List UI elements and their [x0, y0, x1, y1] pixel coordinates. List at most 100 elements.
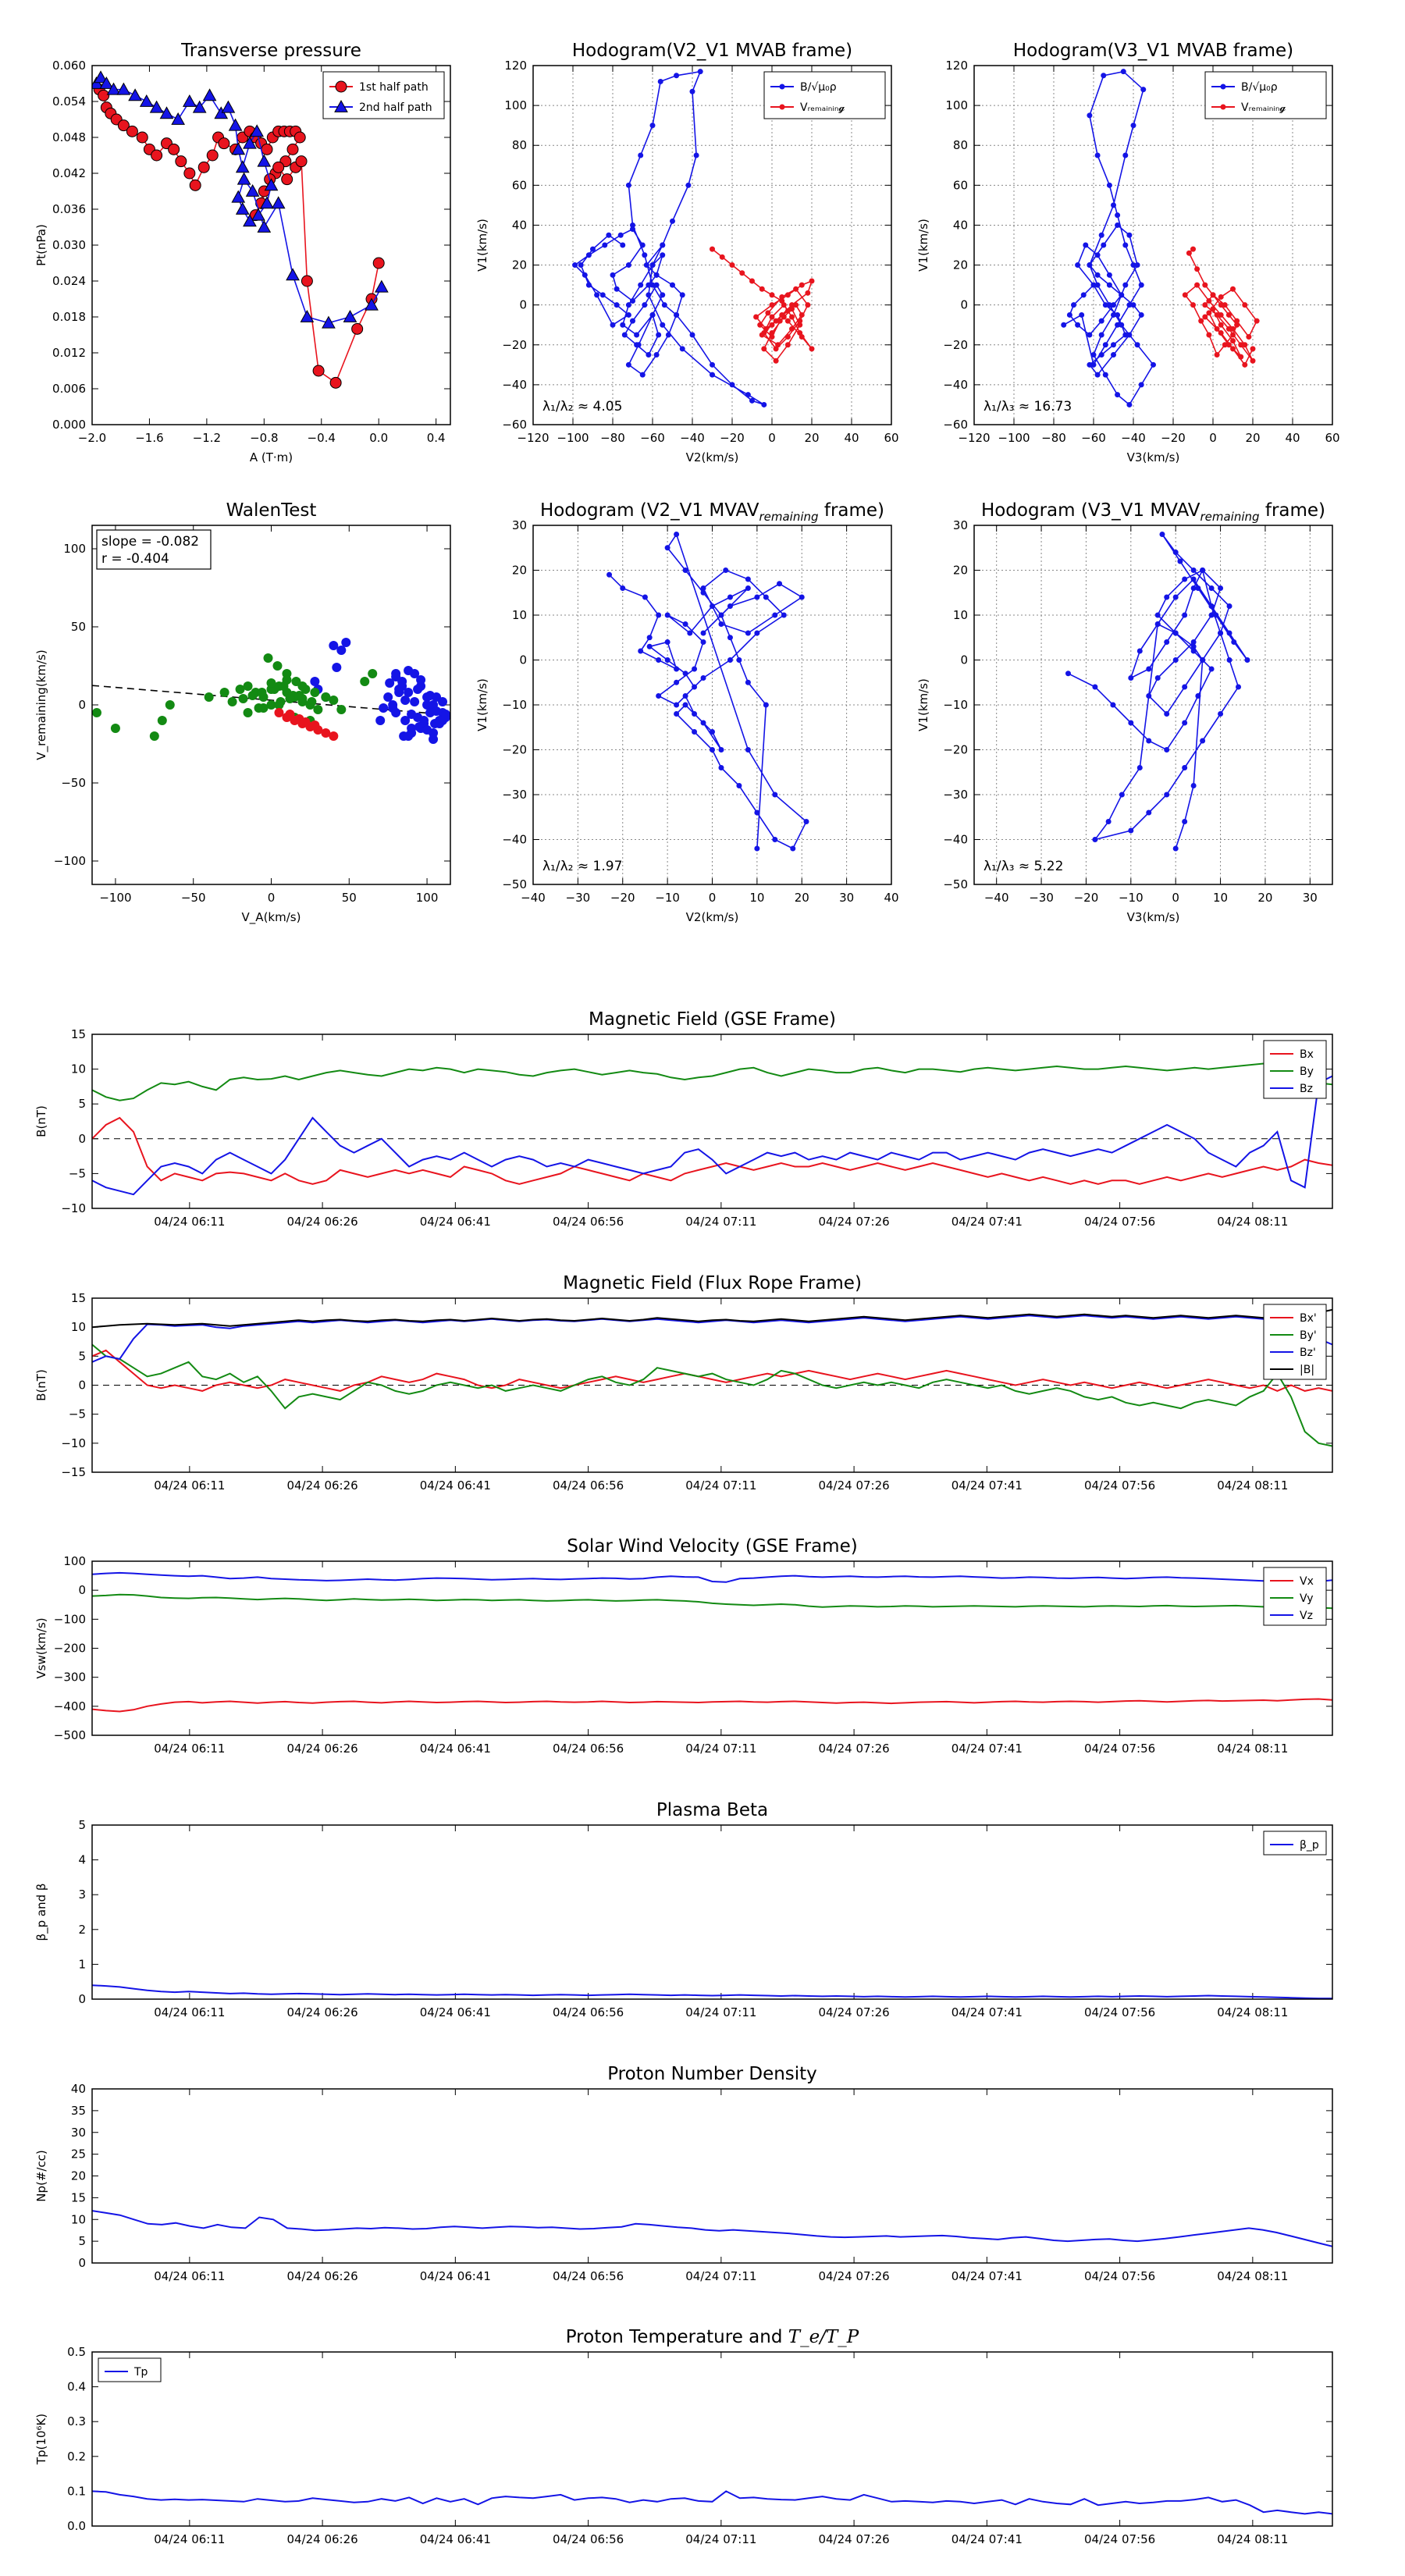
data-point — [761, 346, 767, 352]
data-point — [329, 696, 339, 705]
x-tick-label: 40 — [844, 431, 859, 445]
data-point — [674, 666, 680, 672]
data-point — [297, 681, 308, 691]
x-tick-label: 100 — [416, 891, 439, 905]
x-tick-label: 04/24 06:56 — [553, 2005, 624, 2019]
y-tick-label: 15 — [71, 1027, 86, 1041]
y-tick-label: 0.024 — [52, 274, 86, 288]
data-point — [310, 677, 320, 686]
data-point — [653, 352, 660, 358]
data-point — [231, 190, 246, 203]
x-tick-label: 04/24 07:11 — [685, 2005, 756, 2019]
x-tick-label: 50 — [342, 891, 357, 905]
data-point — [682, 693, 688, 699]
data-point — [385, 678, 395, 688]
data-point — [1190, 783, 1197, 788]
x-axis-label: A (T·m) — [250, 450, 293, 464]
data-point — [799, 282, 805, 288]
data-point — [422, 725, 432, 735]
x-tick-label: −120 — [517, 431, 549, 445]
data-point — [1222, 302, 1228, 308]
legend-box — [1263, 1304, 1327, 1380]
data-point — [674, 679, 680, 685]
data-point — [1230, 346, 1236, 352]
y-tick-label: 5 — [78, 1349, 86, 1363]
y-axis-label: β_p and β — [34, 1884, 49, 1941]
x-tick-label: 30 — [1303, 891, 1318, 905]
y-tick-label: −200 — [54, 1642, 86, 1656]
data-point — [238, 694, 248, 703]
data-point — [1230, 326, 1236, 332]
legend-label: Vx — [1300, 1575, 1314, 1588]
y-tick-label: 100 — [63, 1554, 86, 1568]
data-point — [779, 84, 785, 90]
x-axis-label: V2(km/s) — [686, 450, 739, 464]
x-tick-label: 04/24 07:41 — [951, 2532, 1023, 2546]
data-point — [106, 82, 121, 95]
data-point — [660, 242, 666, 248]
y-tick-label: −50 — [61, 776, 86, 790]
series-1st-half-path — [93, 84, 385, 389]
data-point — [1236, 684, 1242, 690]
data-point — [375, 716, 386, 725]
data-point — [92, 708, 101, 717]
data-point — [1092, 837, 1098, 842]
y-tick-label: 50 — [71, 620, 86, 634]
data-point — [257, 154, 272, 167]
chart-hodogram-v3-v1-mvab: −120 −100 −80 −60 −40 −20 0 20 40 60 −60 −40 −20 0 20 4… — [916, 41, 1340, 464]
x-tick-label: −0.4 — [308, 431, 336, 445]
data-point — [656, 612, 662, 618]
y-tick-label: 2 — [78, 1923, 86, 1937]
data-point — [1182, 720, 1188, 726]
x-tick-label: 04/24 06:56 — [553, 2269, 624, 2283]
data-point — [745, 679, 751, 685]
data-point — [585, 282, 592, 288]
plot-area — [92, 1825, 1332, 1999]
y-tick-label: −5 — [69, 1407, 86, 1421]
data-point — [646, 352, 652, 358]
x-tick-label: 0 — [768, 431, 776, 445]
y-tick-label: 0.4 — [67, 2380, 86, 2394]
data-point — [1194, 266, 1200, 272]
x-tick-label: 04/24 06:26 — [286, 1742, 357, 1756]
data-point — [182, 94, 197, 107]
legend: Bx By Bz — [1263, 1040, 1327, 1099]
y-axis-label: V1(km/s) — [916, 678, 930, 731]
series-B/√μ₀ρ — [1061, 69, 1156, 407]
x-tick-label: 60 — [884, 431, 898, 445]
data-point — [773, 346, 779, 352]
data-point — [383, 692, 393, 702]
series-line-Bx — [92, 1116, 1332, 1185]
data-point — [1115, 311, 1121, 318]
x-tick-label: −50 — [181, 891, 206, 905]
data-point — [243, 136, 257, 149]
data-point — [625, 302, 631, 308]
data-point — [1138, 282, 1144, 288]
y-tick-label: 0.012 — [52, 346, 86, 360]
data-point — [1172, 630, 1179, 636]
data-point — [797, 318, 803, 324]
x-tick-label: 0 — [268, 891, 276, 905]
data-layer — [92, 2210, 1332, 2247]
y-tick-label: 5 — [78, 1097, 86, 1111]
data-point — [1098, 318, 1104, 324]
data-point — [606, 232, 612, 238]
x-tick-label: −10 — [655, 891, 680, 905]
x-tick-label: 04/24 07:41 — [951, 2005, 1023, 2019]
data-point — [779, 294, 785, 300]
y-tick-label: 35 — [71, 2104, 86, 2118]
y-axis-label: B(nT) — [34, 1369, 48, 1401]
data-point — [692, 666, 698, 672]
data-point — [360, 677, 370, 686]
data-point — [1200, 657, 1206, 663]
data-point — [614, 286, 620, 292]
data-point — [266, 700, 276, 710]
y-tick-label: 0 — [960, 298, 968, 312]
data-point — [414, 722, 425, 731]
legend: Vx Vy Vz — [1263, 1567, 1327, 1626]
data-point — [784, 292, 791, 298]
data-point — [110, 724, 120, 733]
y-axis-label: Vsw(km/s) — [34, 1617, 48, 1678]
data-point — [1061, 322, 1067, 328]
data-point — [625, 182, 631, 188]
